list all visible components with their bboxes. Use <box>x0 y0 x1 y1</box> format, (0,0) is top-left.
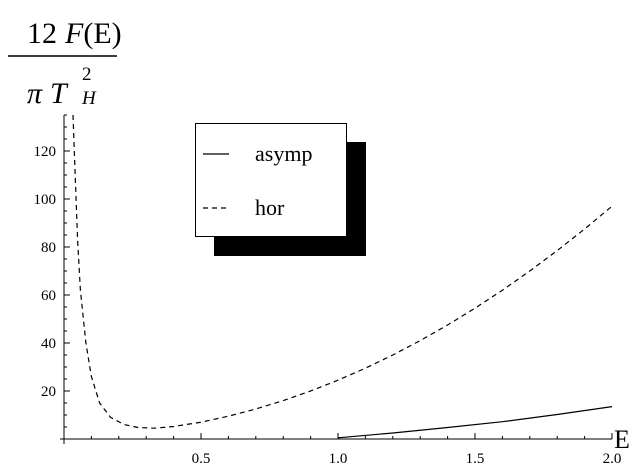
x-tick-label: 1.5 <box>466 451 485 467</box>
x-ticks: 0.5 1.0 1.5 2.0 <box>90 433 622 467</box>
y-title-superscript: 2 <box>82 64 92 85</box>
series-layer <box>72 114 613 439</box>
legend-label-asymp: asymp <box>255 141 312 166</box>
series-line-asymp <box>337 406 613 439</box>
y-title-numerator: 12 F(E) <box>27 17 122 50</box>
legend: asymp hor <box>195 123 366 256</box>
legend-box <box>195 123 347 237</box>
x-axis-title: E <box>614 425 630 454</box>
x-tick-label: 0.5 <box>192 451 211 467</box>
y-tick-label: 60 <box>41 288 56 304</box>
y-tick-label: 20 <box>41 384 56 400</box>
y-title-subscript: H <box>81 88 97 109</box>
y-tick-label: 100 <box>34 192 57 208</box>
x-tick-label: 1.0 <box>329 451 348 467</box>
x-tick-label: 2.0 <box>603 451 622 467</box>
y-tick-label: 80 <box>41 240 56 256</box>
y-tick-label: 40 <box>41 336 56 352</box>
series-line-hor <box>72 114 613 429</box>
y-tick-label: 120 <box>34 144 57 160</box>
legend-label-hor: hor <box>255 195 285 220</box>
y-ticks: 20 40 60 80 100 120 <box>34 114 70 428</box>
